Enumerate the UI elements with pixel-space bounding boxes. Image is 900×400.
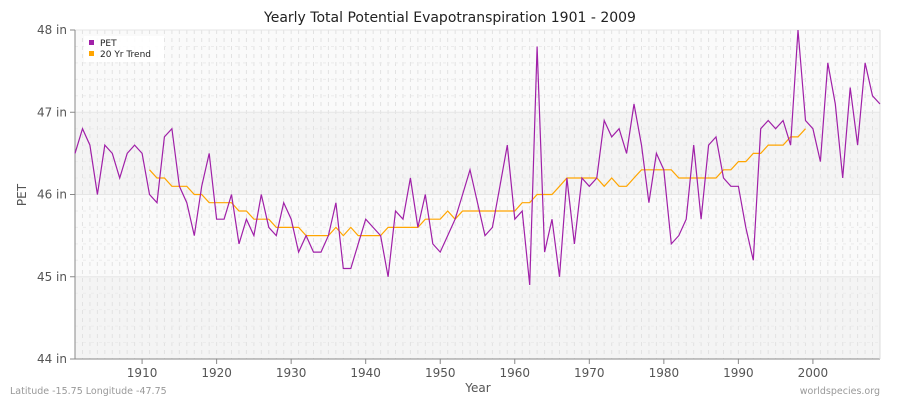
y-tick-label: 47 in <box>37 105 67 119</box>
chart-title: Yearly Total Potential Evapotranspiratio… <box>263 10 636 26</box>
x-tick-label: 1990 <box>723 366 754 380</box>
series-group <box>74 29 881 286</box>
x-tick-label: 1950 <box>425 366 456 380</box>
legend-label-pet: PET <box>100 39 117 49</box>
trend-line <box>149 128 806 237</box>
legend: PET 20 Yr Trend <box>84 36 164 62</box>
legend-swatch-trend <box>89 51 94 56</box>
legend-swatch-pet <box>89 40 94 45</box>
x-tick-label: 1980 <box>649 366 680 380</box>
x-tick-label: 1940 <box>350 366 381 380</box>
x-tick-label: 1970 <box>574 366 605 380</box>
y-axis-label: PET <box>15 183 29 206</box>
y-tick-label: 44 in <box>37 352 67 366</box>
grid <box>74 30 881 359</box>
y-tick-label: 46 in <box>37 188 67 202</box>
x-axis-label: Year <box>464 381 490 395</box>
legend-label-trend: 20 Yr Trend <box>100 50 151 60</box>
x-tick-label: 1960 <box>499 366 530 380</box>
x-tick-label: 1930 <box>276 366 307 380</box>
x-tick-label: 1920 <box>201 366 232 380</box>
x-axis: 1910 1920 1930 1940 1950 1960 1970 1980 1990 2000 <box>127 359 828 380</box>
y-tick-label: 48 in <box>37 23 67 37</box>
footer-location: Latitude -15.75 Longitude -47.75 <box>10 386 167 397</box>
footer-source: worldspecies.org <box>800 386 880 397</box>
x-tick-label: 2000 <box>798 366 829 380</box>
y-tick-label: 45 in <box>37 270 67 284</box>
pet-line <box>74 29 881 286</box>
x-tick-label: 1910 <box>127 366 158 380</box>
